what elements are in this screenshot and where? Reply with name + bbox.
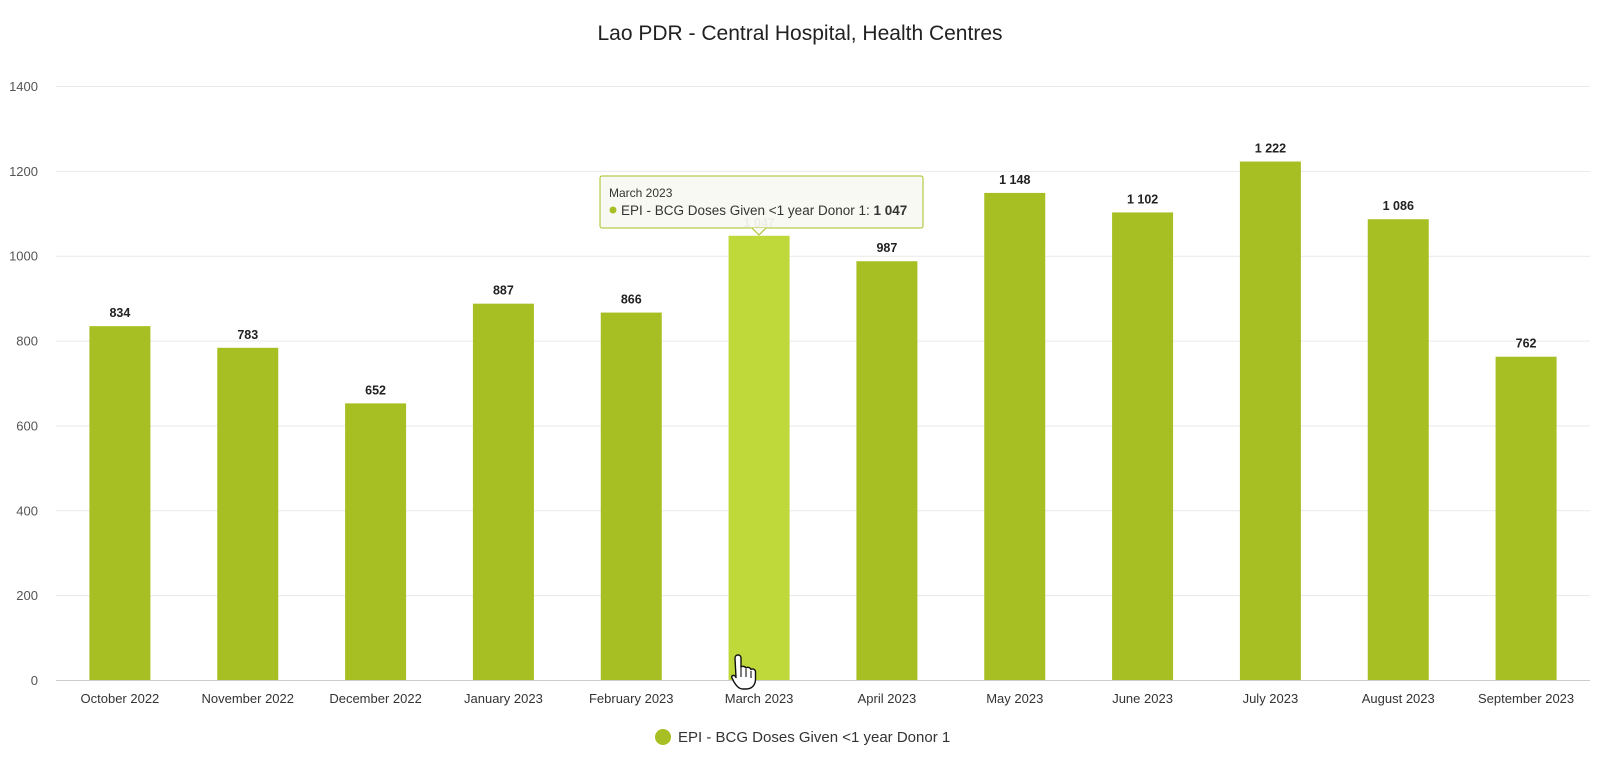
data-label: 887 (493, 284, 514, 298)
tooltip-pointer (751, 227, 767, 236)
data-label: 834 (109, 306, 130, 320)
x-tick-label: February 2023 (589, 691, 674, 706)
x-tick-label: July 2023 (1243, 691, 1299, 706)
x-tick-label: May 2023 (986, 691, 1043, 706)
x-tick-label: October 2022 (81, 691, 160, 706)
data-label: 762 (1516, 337, 1537, 351)
bar[interactable] (472, 303, 534, 680)
legend-marker (655, 729, 671, 745)
data-label: 783 (237, 328, 258, 342)
y-tick-label: 0 (31, 673, 38, 688)
data-label: 987 (876, 241, 897, 255)
bar[interactable] (600, 312, 662, 680)
y-tick-label: 400 (16, 503, 38, 518)
data-label: 652 (365, 383, 386, 397)
bar[interactable] (856, 261, 918, 680)
bar[interactable] (1112, 212, 1174, 681)
bar[interactable] (217, 347, 279, 680)
bar[interactable] (728, 235, 790, 680)
tooltip-series-marker (609, 206, 617, 214)
data-label: 866 (621, 293, 642, 307)
bar[interactable] (89, 326, 151, 680)
legend-label: EPI - BCG Doses Given <1 year Donor 1 (678, 729, 950, 746)
y-tick-label: 1400 (9, 79, 38, 94)
x-tick-label: January 2023 (464, 691, 543, 706)
y-tick-label: 800 (16, 334, 38, 349)
grid-lines (56, 86, 1590, 597)
data-label: 1 086 (1383, 199, 1414, 213)
y-tick-label: 1200 (9, 164, 38, 179)
bars (89, 161, 1557, 681)
bar[interactable] (345, 403, 407, 680)
x-tick-label: September 2023 (1478, 691, 1574, 706)
x-tick-label: August 2023 (1362, 691, 1435, 706)
tooltip: March 2023 EPI - BCG Doses Given <1 year… (599, 175, 924, 236)
tooltip-box (599, 175, 924, 229)
x-axis-ticks: October 2022 November 2022 December 2022 Ja… (81, 691, 1575, 706)
x-tick-label: June 2023 (1112, 691, 1173, 706)
bar[interactable] (1495, 356, 1557, 680)
tooltip-series-label: EPI - BCG Doses Given <1 year Donor 1: (621, 203, 873, 218)
data-label: 1 222 (1255, 142, 1286, 156)
chart-title: Lao PDR - Central Hospital, Health Centr… (597, 22, 1002, 45)
y-tick-label: 600 (16, 418, 38, 433)
bar[interactable] (1367, 219, 1429, 680)
x-tick-label: December 2022 (329, 691, 422, 706)
hand-pointer-icon (731, 654, 757, 690)
tooltip-series-text: EPI - BCG Doses Given <1 year Donor 1: 1… (621, 203, 907, 218)
tooltip-header: March 2023 (609, 186, 673, 200)
y-tick-label: 200 (16, 588, 38, 603)
y-axis-ticks: 0 200 400 600 800 1000 1200 1400 (9, 79, 38, 688)
x-tick-label: March 2023 (725, 691, 794, 706)
x-tick-label: April 2023 (858, 691, 917, 706)
data-label: 1 148 (999, 173, 1030, 187)
y-tick-label: 1000 (9, 249, 38, 264)
legend[interactable]: EPI - BCG Doses Given <1 year Donor 1 (655, 729, 950, 746)
tooltip-value: 1 047 (873, 203, 907, 218)
bar[interactable] (984, 192, 1046, 681)
bar[interactable] (1239, 161, 1301, 681)
x-tick-label: November 2022 (202, 691, 295, 706)
data-label: 1 102 (1127, 192, 1158, 206)
